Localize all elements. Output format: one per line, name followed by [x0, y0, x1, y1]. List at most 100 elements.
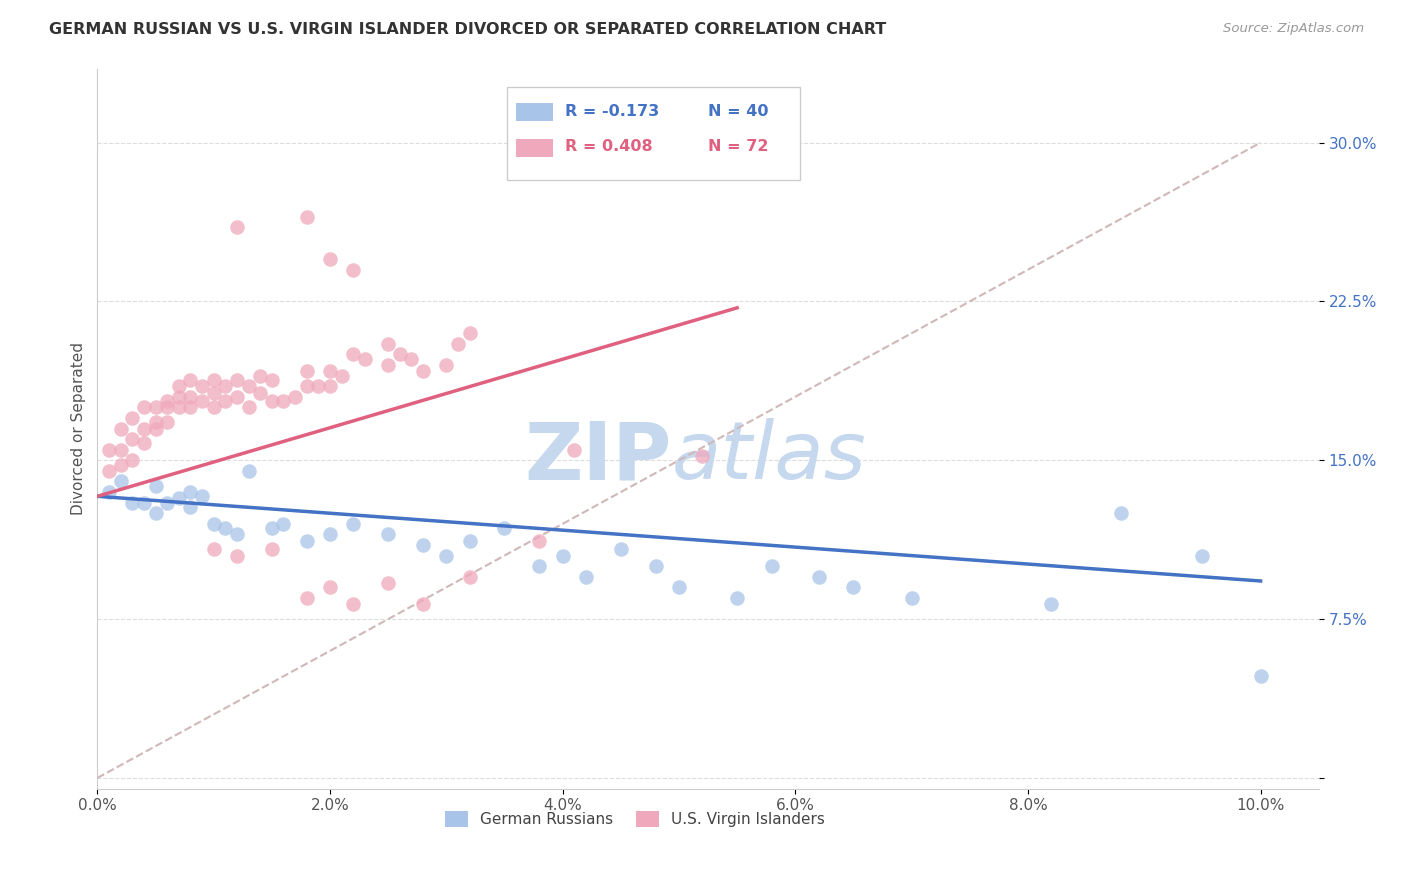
Point	[319, 527, 342, 541]
Point	[145, 401, 167, 415]
Point	[1109, 506, 1132, 520]
Point	[342, 597, 364, 611]
Point	[191, 379, 214, 393]
Point	[644, 559, 666, 574]
Point	[110, 475, 132, 489]
Point	[179, 401, 201, 415]
Point	[121, 432, 143, 446]
Point	[110, 458, 132, 472]
Point	[191, 394, 214, 409]
Point	[319, 580, 342, 594]
Point	[132, 436, 155, 450]
Point	[179, 390, 201, 404]
Point	[494, 521, 516, 535]
Point	[529, 559, 551, 574]
Point	[434, 358, 457, 372]
Point	[690, 449, 713, 463]
Point	[900, 591, 922, 605]
Point	[167, 390, 190, 404]
Point	[295, 379, 318, 393]
Point	[249, 385, 271, 400]
Point	[110, 421, 132, 435]
Point	[132, 401, 155, 415]
Point	[447, 336, 470, 351]
Point	[330, 368, 353, 383]
Text: R = 0.408: R = 0.408	[565, 139, 652, 153]
Point	[98, 485, 121, 500]
Point	[121, 495, 143, 509]
Point	[401, 351, 423, 366]
Point	[167, 491, 190, 506]
Point	[1250, 669, 1272, 683]
Point	[260, 521, 283, 535]
FancyBboxPatch shape	[516, 103, 553, 121]
Point	[156, 394, 179, 409]
Point	[98, 464, 121, 478]
Point	[610, 542, 633, 557]
Point	[761, 559, 783, 574]
Text: atlas: atlas	[672, 418, 866, 496]
Point	[319, 364, 342, 378]
Point	[226, 373, 249, 387]
Point	[238, 379, 260, 393]
Point	[575, 570, 598, 584]
Point	[226, 220, 249, 235]
Text: N = 40: N = 40	[709, 103, 769, 119]
Point	[156, 495, 179, 509]
Point	[458, 570, 481, 584]
Point	[273, 394, 295, 409]
Y-axis label: Divorced or Separated: Divorced or Separated	[72, 342, 86, 515]
Point	[238, 464, 260, 478]
Point	[226, 549, 249, 563]
Point	[191, 489, 214, 503]
Point	[412, 364, 434, 378]
Point	[202, 385, 225, 400]
Point	[179, 485, 201, 500]
Point	[110, 442, 132, 457]
Text: GERMAN RUSSIAN VS U.S. VIRGIN ISLANDER DIVORCED OR SEPARATED CORRELATION CHART: GERMAN RUSSIAN VS U.S. VIRGIN ISLANDER D…	[49, 22, 886, 37]
Point	[529, 533, 551, 548]
Point	[434, 549, 457, 563]
Point	[145, 421, 167, 435]
Point	[377, 336, 399, 351]
Point	[202, 373, 225, 387]
Point	[273, 516, 295, 531]
Point	[121, 453, 143, 467]
Point	[668, 580, 690, 594]
Point	[319, 379, 342, 393]
Point	[1191, 549, 1213, 563]
Point	[238, 401, 260, 415]
Text: ZIP: ZIP	[524, 418, 672, 496]
Text: R = -0.173: R = -0.173	[565, 103, 659, 119]
Point	[145, 415, 167, 429]
Point	[167, 401, 190, 415]
Point	[202, 542, 225, 557]
Point	[1040, 597, 1063, 611]
Point	[260, 542, 283, 557]
Point	[307, 379, 329, 393]
Point	[214, 379, 236, 393]
Point	[260, 373, 283, 387]
Point	[202, 401, 225, 415]
Point	[458, 533, 481, 548]
Point	[202, 516, 225, 531]
Point	[295, 364, 318, 378]
Point	[319, 252, 342, 266]
Point	[226, 527, 249, 541]
Point	[226, 390, 249, 404]
Point	[132, 495, 155, 509]
Point	[167, 379, 190, 393]
Point	[725, 591, 748, 605]
Point	[145, 506, 167, 520]
Point	[214, 521, 236, 535]
Point	[214, 394, 236, 409]
Point	[179, 373, 201, 387]
Point	[121, 411, 143, 425]
Point	[145, 479, 167, 493]
Point	[551, 549, 574, 563]
Point	[156, 415, 179, 429]
Point	[807, 570, 830, 584]
Point	[412, 538, 434, 552]
Point	[249, 368, 271, 383]
FancyBboxPatch shape	[516, 139, 553, 157]
